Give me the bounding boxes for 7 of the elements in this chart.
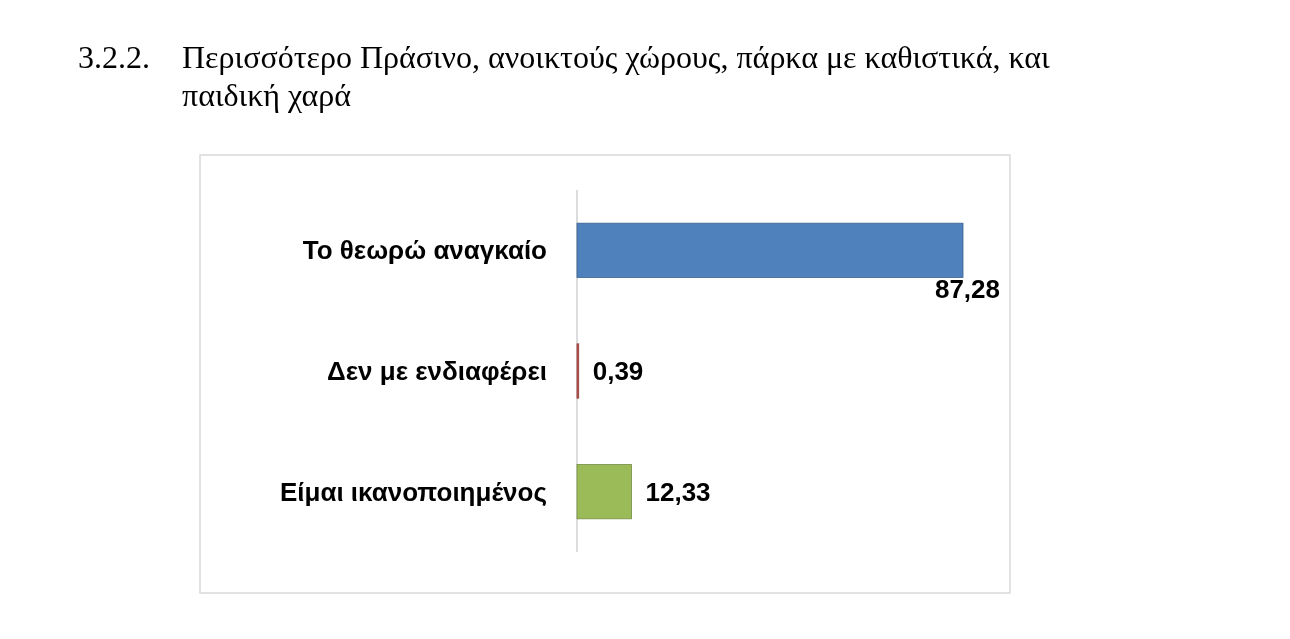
data-label: 0,39: [592, 356, 644, 386]
y-tick-label: Δεν με ενδιαφέρει: [327, 356, 547, 386]
y-tick-label: Είμαι ικανοποιημένος: [279, 476, 547, 507]
y-tick-label: Το θεωρώ αναγκαίο: [302, 235, 547, 266]
data-label: 12,33: [645, 476, 711, 507]
chart-title: 3.2.2. Περισσότερο Πράσινο, ανοικτούς χώρους, πάρκα με καθιστικά, και παιδική χαρά: [78, 38, 1051, 114]
data-label: 87,28: [934, 274, 1000, 305]
